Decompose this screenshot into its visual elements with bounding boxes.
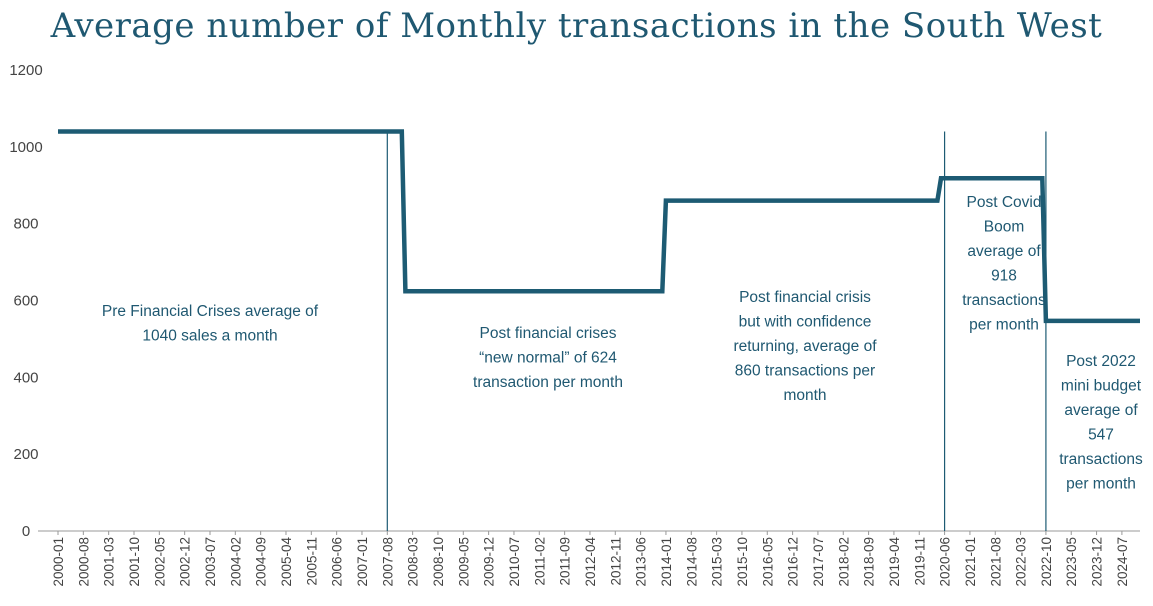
x-tick-label: 2005-11	[304, 537, 319, 586]
x-tick-label: 2015-10	[735, 537, 750, 587]
x-tick-label: 2008-03	[406, 537, 421, 587]
x-tick-label: 2001-10	[127, 537, 142, 587]
x-tick-label: 2018-09	[862, 537, 877, 587]
x-tick-label: 2015-03	[710, 537, 725, 587]
x-tick-label: 2008-10	[431, 537, 446, 587]
chart-title: Average number of Monthly transactions i…	[50, 6, 1103, 46]
y-tick-label: 1200	[9, 62, 42, 79]
x-tick-label: 2011-09	[558, 537, 573, 586]
x-tick-label: 2010-07	[507, 537, 522, 587]
series-line	[58, 129, 1140, 324]
annotation-text: Post financial crises “new normal” of 624…	[473, 325, 623, 391]
x-tick-label: 2009-05	[456, 537, 471, 587]
x-tick-label: 2022-10	[1039, 537, 1054, 587]
x-tick-label: 2014-08	[684, 537, 699, 587]
x-tick-label: 2019-11	[912, 537, 927, 586]
x-tick-label: 2012-04	[583, 537, 598, 587]
x-tick-label: 2023-12	[1090, 537, 1105, 587]
x-tick-label: 2024-07	[1115, 537, 1130, 587]
x-tick-label: 2002-05	[152, 537, 167, 587]
x-tick-label: 2020-06	[938, 537, 953, 587]
y-tick-label: 400	[13, 369, 38, 386]
annotation-text: Post Covid Boom average of 918 transactions p…	[962, 194, 1046, 334]
x-tick-label: 2007-08	[380, 537, 395, 587]
x-tick-label: 2000-01	[51, 537, 66, 587]
y-tick-label: 600	[13, 293, 38, 310]
y-tick-label: 800	[13, 216, 38, 233]
x-tick-label: 2004-02	[228, 537, 243, 587]
x-tick-label: 2011-02	[532, 537, 547, 586]
x-tick-label: 2013-06	[634, 537, 649, 587]
x-tick-label: 2019-04	[887, 537, 902, 587]
x-tick-label: 2016-05	[760, 537, 775, 587]
x-tick-label: 2017-07	[811, 537, 826, 587]
x-tick-label: 2023-05	[1064, 537, 1079, 587]
x-tick-label: 2007-01	[355, 537, 370, 587]
y-tick-label: 0	[22, 523, 30, 540]
x-tick-label: 2012-11	[608, 537, 623, 586]
x-tick-label: 2003-07	[203, 537, 218, 587]
x-tick-label: 2014-01	[659, 537, 674, 587]
x-tick-label: 2006-06	[330, 537, 345, 587]
x-tick-label: 2001-03	[102, 537, 117, 587]
y-tick-label: 1000	[9, 139, 42, 156]
x-tick-label: 2004-09	[254, 537, 269, 587]
x-tick-label: 2016-12	[786, 537, 801, 587]
x-tick-label: 2021-08	[988, 537, 1003, 587]
x-tick-label: 2009-12	[482, 537, 497, 587]
x-tick-label: 2005-04	[279, 537, 294, 587]
annotation-text: Pre Financial Crises average of 1040 sale…	[102, 303, 319, 345]
annotation-text: Post financial crisis but with confidence…	[733, 289, 877, 404]
x-tick-label: 2002-12	[178, 537, 193, 587]
y-tick-label: 200	[13, 446, 38, 463]
x-tick-label: 2022-03	[1014, 537, 1029, 587]
annotation-text: Post 2022 mini budget average of 547 transac…	[1059, 353, 1143, 493]
x-tick-label: 2018-02	[836, 537, 851, 587]
x-tick-label: 2021-01	[963, 537, 978, 587]
x-tick-label: 2000-08	[76, 537, 91, 587]
